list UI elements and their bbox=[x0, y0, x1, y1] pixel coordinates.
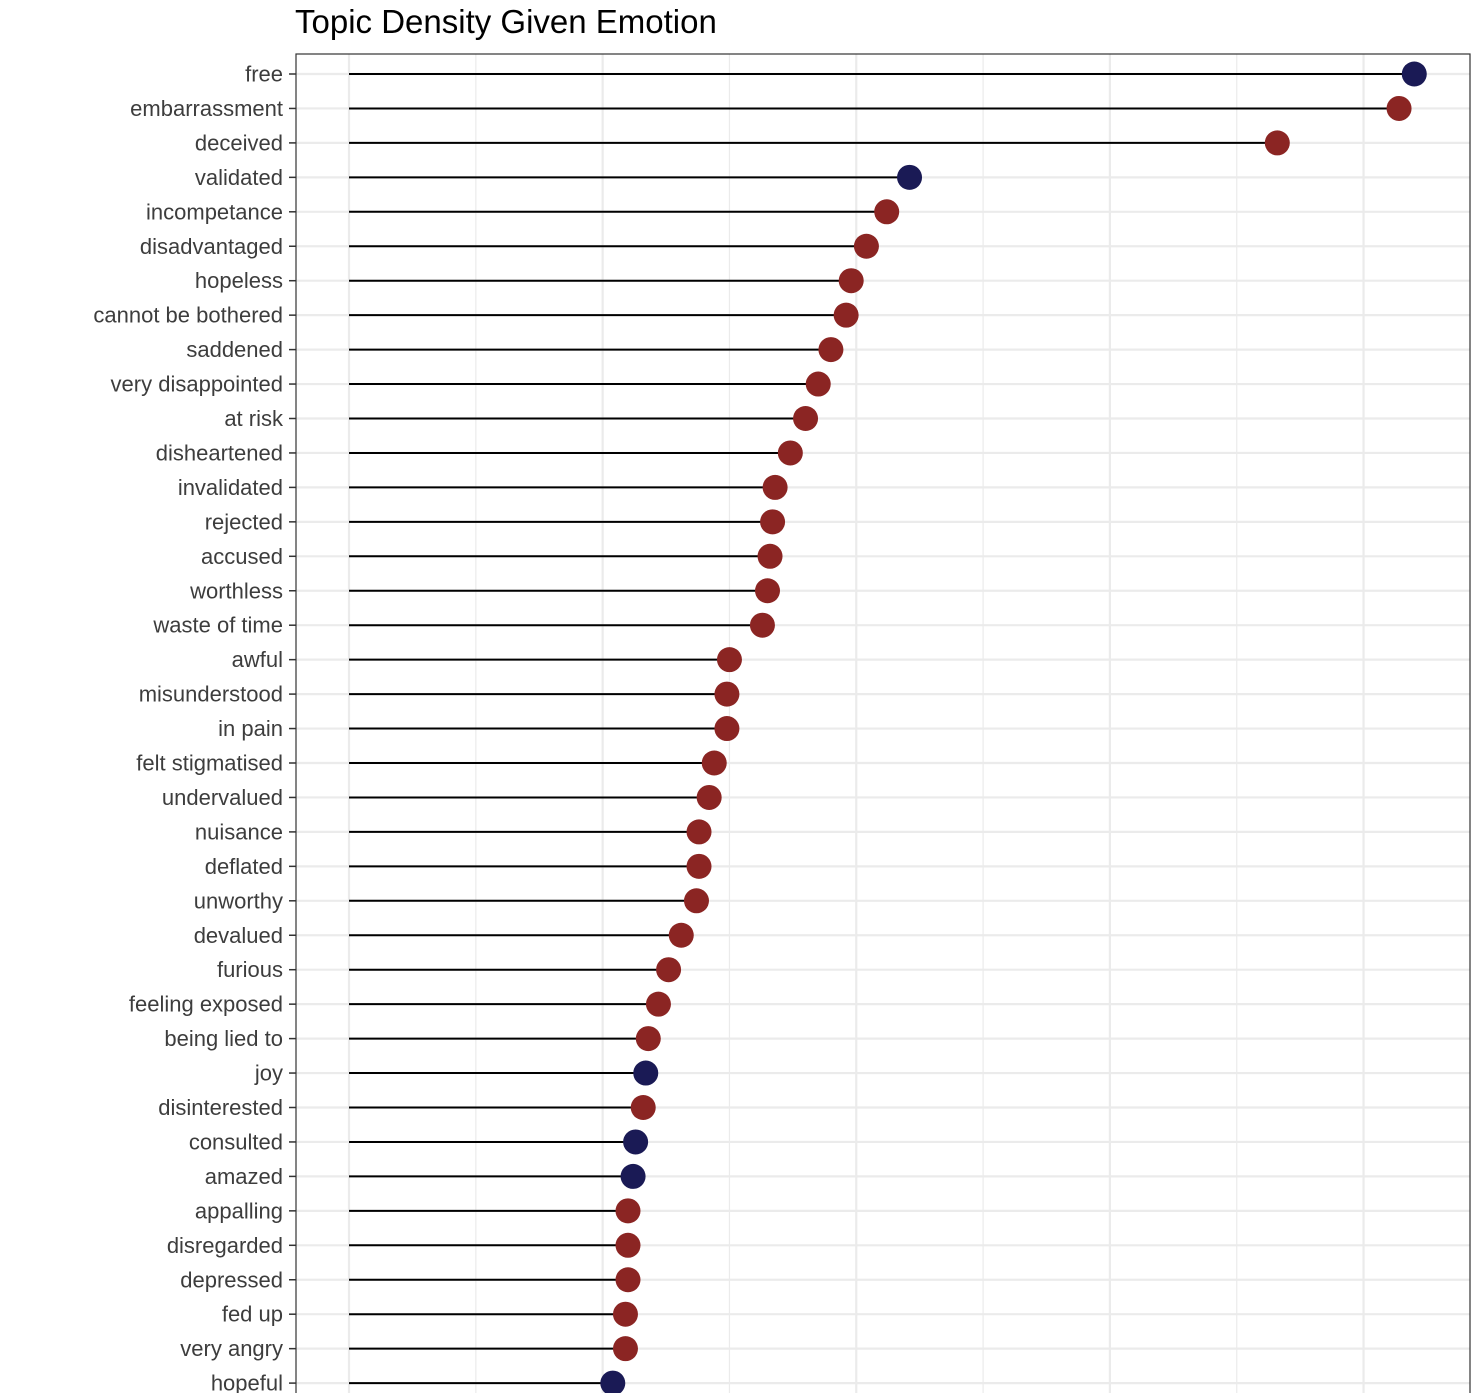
chart-title: Topic Density Given Emotion bbox=[295, 3, 717, 40]
category-label: disregarded bbox=[167, 1233, 283, 1258]
point-felt-stigmatised bbox=[701, 750, 727, 776]
point-at-risk bbox=[793, 406, 819, 431]
point-joy bbox=[633, 1060, 659, 1086]
point-unworthy bbox=[683, 888, 709, 914]
category-label: hopeless bbox=[195, 268, 283, 293]
point-disheartened bbox=[777, 440, 803, 466]
point-deflated bbox=[686, 853, 712, 879]
point-waste-of-time bbox=[749, 612, 775, 638]
category-label: devalued bbox=[194, 923, 283, 948]
category-label: disadvantaged bbox=[140, 234, 283, 259]
category-label: amazed bbox=[205, 1164, 283, 1189]
category-label: nuisance bbox=[195, 819, 283, 844]
category-label: hopeful bbox=[211, 1371, 283, 1393]
point-disinterested bbox=[630, 1095, 656, 1120]
category-label: validated bbox=[195, 165, 283, 190]
category-label: at risk bbox=[224, 406, 284, 431]
category-label: deflated bbox=[205, 854, 283, 879]
category-label: felt stigmatised bbox=[136, 751, 283, 776]
category-label: feeling exposed bbox=[129, 992, 283, 1017]
point-very-disappointed bbox=[805, 371, 831, 397]
point-hopeful bbox=[600, 1370, 626, 1393]
label-layer: free embarrassment deceived validated incomp… bbox=[93, 62, 296, 1393]
category-label: rejected bbox=[205, 509, 283, 534]
point-amazed bbox=[620, 1163, 646, 1189]
point-nuisance bbox=[686, 819, 712, 845]
point-misunderstood bbox=[714, 681, 740, 707]
category-label: depressed bbox=[180, 1267, 283, 1292]
point-feeling-exposed bbox=[645, 991, 671, 1017]
category-label: undervalued bbox=[162, 785, 283, 810]
point-incompetance bbox=[874, 199, 900, 225]
point-undervalued bbox=[696, 784, 722, 810]
point-saddened bbox=[818, 337, 844, 363]
category-label: free bbox=[245, 62, 283, 87]
category-label: invalidated bbox=[178, 475, 283, 500]
point-depressed bbox=[615, 1267, 641, 1293]
category-label: in pain bbox=[218, 716, 283, 741]
category-label: saddened bbox=[186, 337, 283, 362]
point-very-angry bbox=[612, 1336, 638, 1362]
category-label: waste of time bbox=[152, 613, 283, 638]
point-free bbox=[1401, 61, 1427, 87]
point-embarrassment bbox=[1386, 95, 1412, 121]
category-label: consulted bbox=[189, 1129, 283, 1154]
point-worthless bbox=[755, 578, 780, 604]
point-appalling bbox=[615, 1198, 641, 1224]
category-label: fed up bbox=[222, 1302, 283, 1327]
category-label: incompetance bbox=[146, 199, 283, 224]
category-label: worthless bbox=[189, 578, 283, 603]
category-label: misunderstood bbox=[139, 682, 283, 707]
panel-border bbox=[295, 53, 1471, 1393]
point-disregarded bbox=[615, 1232, 641, 1258]
category-label: appalling bbox=[195, 1198, 283, 1223]
point-disadvantaged bbox=[853, 233, 879, 259]
point-hopeless bbox=[838, 268, 864, 294]
stem-layer bbox=[349, 73, 1415, 1385]
grid-layer bbox=[296, 54, 1470, 1393]
category-label: disinterested bbox=[158, 1095, 283, 1120]
category-label: embarrassment bbox=[130, 96, 283, 121]
point-fed-up bbox=[612, 1301, 638, 1327]
category-label: being lied to bbox=[164, 1026, 283, 1051]
category-label: very disappointed bbox=[111, 372, 283, 397]
category-label: very angry bbox=[180, 1336, 283, 1361]
point-accused bbox=[757, 543, 783, 569]
category-label: cannot be bothered bbox=[93, 303, 283, 328]
category-label: deceived bbox=[195, 130, 283, 155]
category-label: disheartened bbox=[156, 440, 283, 465]
category-label: joy bbox=[254, 1061, 283, 1086]
point-consulted bbox=[623, 1129, 649, 1155]
point-deceived bbox=[1264, 130, 1290, 156]
point-invalidated bbox=[762, 474, 788, 500]
point-furious bbox=[656, 957, 682, 983]
category-label: unworthy bbox=[194, 888, 283, 913]
point-cannot-be-bothered bbox=[833, 302, 859, 328]
category-label: awful bbox=[232, 647, 283, 672]
point-being-lied-to bbox=[635, 1026, 661, 1052]
point-validated bbox=[897, 164, 923, 190]
point-layer bbox=[600, 61, 1427, 1393]
point-devalued bbox=[668, 922, 694, 948]
category-label: furious bbox=[217, 957, 283, 982]
point-rejected bbox=[760, 509, 786, 535]
point-in-pain bbox=[714, 716, 740, 742]
category-label: accused bbox=[201, 544, 283, 569]
point-awful bbox=[716, 647, 742, 673]
